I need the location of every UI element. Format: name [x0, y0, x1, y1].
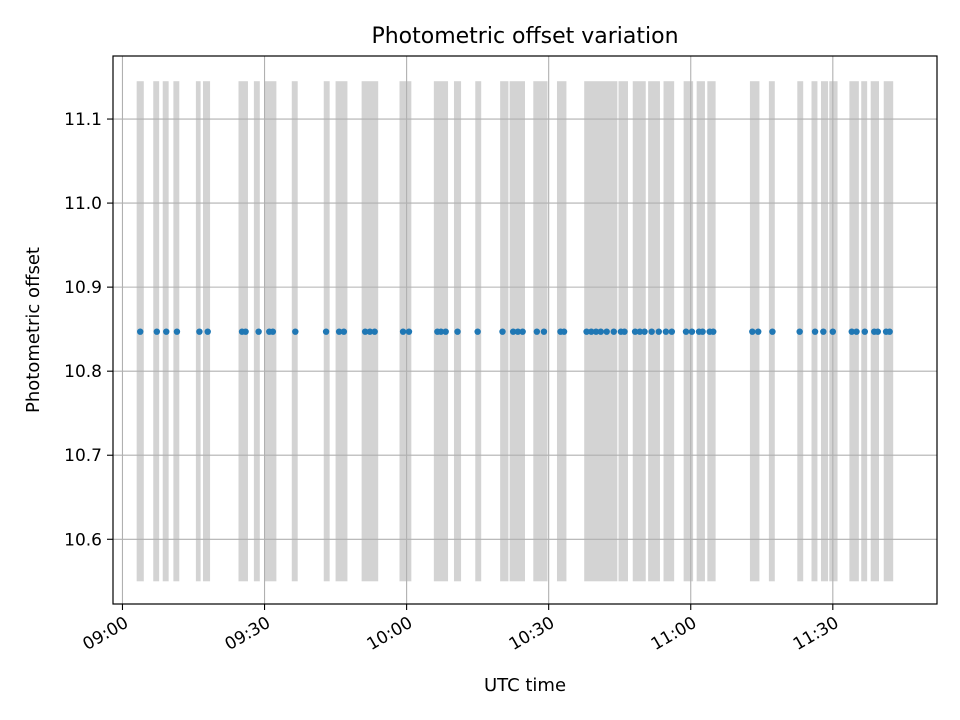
shaded-band [533, 81, 548, 582]
data-point [796, 328, 803, 335]
data-point [874, 328, 882, 335]
data-point [269, 328, 277, 335]
grid-lines [113, 56, 937, 604]
data-point [603, 328, 610, 335]
data-point [474, 328, 481, 335]
data-point [173, 328, 181, 335]
data-point [137, 328, 144, 335]
plot-frame [112, 55, 938, 605]
y-tick-label: 10.6 [64, 530, 102, 550]
y-tick-label: 11.0 [64, 194, 102, 214]
data-point [588, 328, 595, 335]
y-tick-label: 10.7 [64, 446, 102, 466]
data-point [648, 328, 655, 335]
data-point [442, 328, 449, 335]
y-axis-label: Photometric offset [23, 247, 44, 413]
data-point [710, 328, 717, 335]
data-point [636, 328, 644, 335]
data-point [621, 328, 628, 335]
data-point [688, 328, 696, 335]
data-point [848, 328, 855, 335]
data-point [610, 328, 617, 335]
data-point [153, 328, 161, 335]
data-point [405, 328, 413, 335]
data-point [597, 328, 604, 335]
data-point [242, 328, 249, 335]
data-point [454, 328, 461, 335]
data-point [255, 328, 262, 335]
data-point [533, 328, 541, 335]
data-point [366, 328, 374, 335]
data-point [437, 328, 445, 335]
data-point [540, 328, 548, 335]
data-point [361, 328, 369, 335]
data-point [811, 328, 819, 335]
data-point [662, 328, 670, 335]
data-point [514, 328, 522, 335]
data-point [583, 328, 590, 335]
data-point [641, 328, 648, 335]
y-tick-label: 10.9 [64, 278, 102, 298]
data-point [399, 328, 407, 335]
x-axis-label: UTC time [484, 675, 566, 696]
y-tick-label: 10.8 [64, 362, 102, 382]
y-axis-ticks: 10.6 10.7 10.8 10.9 11.0 11.1 [64, 110, 113, 550]
data-point [755, 328, 762, 335]
data-point [655, 328, 662, 335]
data-point [509, 328, 517, 335]
data-point [335, 328, 343, 335]
data-point [196, 328, 203, 335]
data-point [699, 328, 706, 335]
data-point [853, 328, 860, 335]
data-point [371, 328, 378, 335]
data-point [631, 328, 639, 335]
data-point [340, 328, 348, 335]
data-point [204, 328, 211, 335]
data-points [137, 328, 893, 335]
data-point [499, 328, 506, 335]
data-point [163, 328, 170, 335]
data-point [886, 328, 893, 335]
y-tick-label: 11.1 [64, 110, 102, 130]
data-point [749, 328, 756, 335]
data-point [769, 328, 776, 335]
data-point [861, 328, 868, 335]
data-point [829, 328, 837, 335]
data-point [820, 328, 827, 335]
data-point [668, 328, 676, 335]
data-point [682, 328, 690, 335]
data-point [592, 328, 600, 335]
data-point [292, 328, 299, 335]
data-point [322, 328, 330, 335]
data-point [560, 328, 568, 335]
data-point [519, 328, 526, 335]
chart-title: Photometric offset variation [371, 24, 678, 49]
